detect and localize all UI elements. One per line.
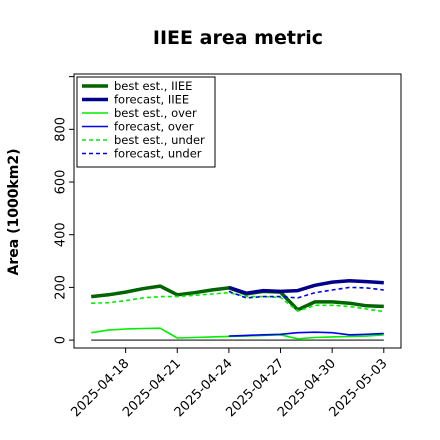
legend-label-2: best est., over — [114, 106, 197, 120]
series-line-5 — [228, 286, 384, 299]
legend-box — [76, 76, 216, 168]
series-line-3 — [228, 331, 384, 337]
y-axis-label: Area (1000km2) — [6, 149, 22, 276]
chart-title: IIEE area metric — [153, 27, 323, 49]
legend-label-5: forecast, under — [114, 147, 202, 161]
y-tick-label: 600 — [54, 170, 69, 195]
y-tick-label: 800 — [54, 117, 69, 142]
y-tick-label: 0 — [54, 336, 69, 344]
legend-label-4: best est., under — [114, 133, 205, 147]
y-tick-label: 200 — [54, 275, 69, 300]
plot-frame — [73, 73, 402, 349]
y-tick-label: 400 — [54, 222, 69, 247]
legend-label-1: forecast, IIEE — [114, 93, 189, 107]
legend-label-0: best est., IIEE — [114, 79, 192, 93]
plot-area — [73, 73, 402, 349]
legend-label-3: forecast, over — [114, 120, 194, 134]
series-line-1 — [228, 279, 384, 295]
